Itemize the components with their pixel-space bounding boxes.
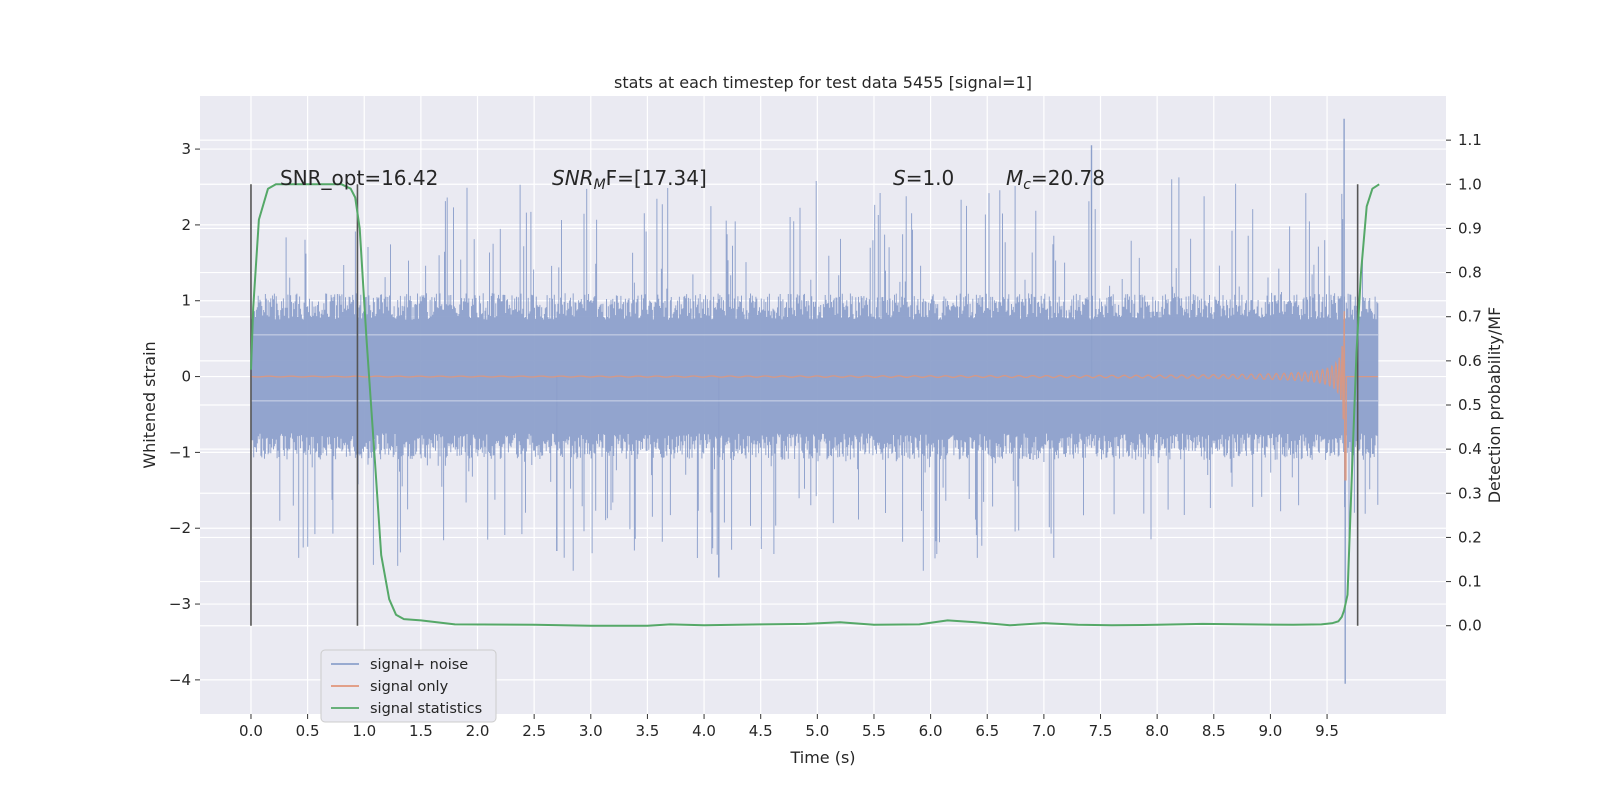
mc-symbol: M (1006, 166, 1023, 190)
x-tick-label: 7.0 (1032, 722, 1056, 740)
snr-mf-annotation: SNRMF=[17.34] (552, 166, 707, 193)
legend-label-stats: signal statistics (370, 701, 482, 717)
y-tick-label: −4 (169, 671, 191, 689)
x-tick-label: 8.5 (1202, 722, 1226, 740)
y-tick-label: 3 (181, 140, 191, 158)
y-tick-label: −1 (169, 443, 191, 461)
s-symbol: S (893, 166, 906, 190)
y2-tick-label: 1.1 (1458, 131, 1482, 149)
y2-tick-label: 0.7 (1458, 308, 1482, 326)
x-tick-label: 0.5 (296, 722, 320, 740)
x-tick-label: 2.0 (466, 722, 490, 740)
x-tick-label: 3.0 (579, 722, 603, 740)
x-tick-label: 9.0 (1258, 722, 1282, 740)
mc-annotation: Mc=20.78 (1006, 166, 1105, 193)
mc-subscript: c (1023, 177, 1031, 193)
y2-axis-ticks: 1.1 1.0 0.9 0.8 0.7 0.6 0.5 0.4 0.3 0.2 0.1 0.0 (1446, 131, 1482, 635)
mc-value: =20.78 (1031, 166, 1105, 190)
y2-tick-label: 0.6 (1458, 352, 1482, 370)
noise-extreme-spikes (556, 118, 1346, 684)
y2-tick-label: 0.9 (1458, 219, 1482, 237)
s-annotation: S=1.0 (893, 166, 954, 190)
x-tick-label: 1.0 (352, 722, 376, 740)
y2-tick-label: 1.0 (1458, 175, 1482, 193)
x-tick-label: 0.0 (239, 722, 263, 740)
chart-title: stats at each timestep for test data 545… (614, 73, 1032, 92)
y2-tick-label: 0.4 (1458, 440, 1482, 458)
x-tick-label: 3.5 (635, 722, 659, 740)
y2-tick-label: 0.8 (1458, 264, 1482, 282)
vertical-markers (250, 184, 1359, 626)
x-axis-ticks: 0.0 0.5 1.0 1.5 2.0 2.5 3.0 3.5 4.0 4.5 5.0 5.5 6.0 6… (239, 714, 1339, 740)
snr-mf-value: F=[17.34] (606, 166, 707, 190)
y2-tick-label: 0.2 (1458, 528, 1482, 546)
y2-tick-label: 0.3 (1458, 484, 1482, 502)
y2-tick-label: 0.5 (1458, 396, 1482, 414)
y-tick-label: 1 (181, 292, 191, 310)
y-tick-label: 2 (181, 216, 191, 234)
signal-only-line (250, 311, 1378, 481)
x-tick-label: 6.5 (975, 722, 999, 740)
legend-label-signal: signal only (370, 679, 449, 695)
y2-axis-label: Detection probability/MF (1485, 307, 1504, 504)
x-tick-label: 1.5 (409, 722, 433, 740)
snr-mf-symbol: SNR (552, 166, 594, 190)
x-tick-label: 9.5 (1315, 722, 1339, 740)
x-tick-label: 5.0 (805, 722, 829, 740)
y-axis-label: Whitened strain (140, 341, 159, 468)
x-tick-label: 8.0 (1145, 722, 1169, 740)
signal-only-series (250, 311, 1378, 481)
x-tick-label: 4.0 (692, 722, 716, 740)
x-tick-label: 5.5 (862, 722, 886, 740)
signal-statistics-series (250, 183, 1380, 627)
x-tick-label: 4.5 (749, 722, 773, 740)
noise-series (250, 118, 1379, 684)
snr-opt-annotation: SNR_opt=16.42 (280, 166, 438, 190)
legend: signal+ noise signal only signal statist… (320, 649, 497, 723)
snr-mf-subscript: M (594, 177, 606, 193)
x-tick-label: 6.0 (919, 722, 943, 740)
x-tick-label: 2.5 (522, 722, 546, 740)
y-tick-label: −3 (169, 595, 191, 613)
legend-box (320, 649, 497, 723)
signal-statistics-line (250, 183, 1380, 627)
y-axis-ticks: 3 2 1 0 −1 −2 −3 −4 (169, 140, 200, 689)
legend-label-noise: signal+ noise (370, 657, 468, 673)
x-axis-label: Time (s) (789, 748, 855, 767)
y2-tick-label: 0.1 (1458, 573, 1482, 591)
y-tick-label: 0 (181, 368, 191, 386)
x-tick-label: 7.5 (1089, 722, 1113, 740)
y-tick-label: −2 (169, 519, 191, 537)
s-value: =1.0 (906, 166, 955, 190)
y2-tick-label: 0.0 (1458, 617, 1482, 635)
